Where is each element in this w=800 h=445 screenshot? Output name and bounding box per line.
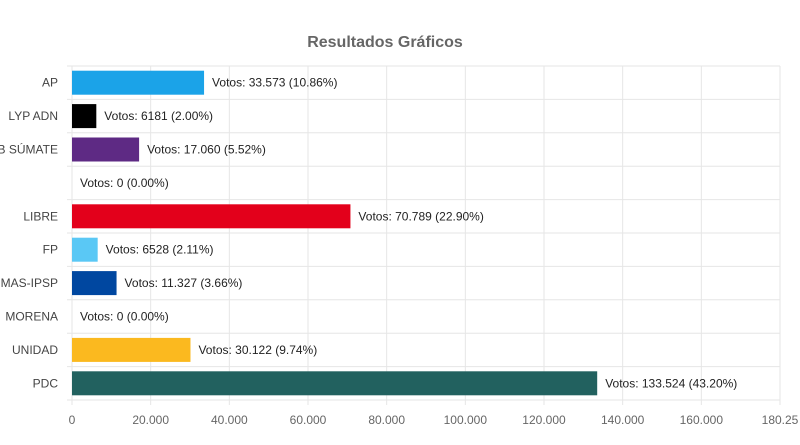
category-label: MORENA <box>5 310 58 324</box>
category-label: AP <box>42 76 58 90</box>
chart-title: Resultados Gráficos <box>307 34 463 51</box>
category-label: UNIDAD <box>12 343 58 357</box>
x-tick-label: 60.000 <box>290 413 327 427</box>
data-label: Votos: 0 (0.00%) <box>80 310 169 324</box>
data-label: Votos: 17.060 (5.52%) <box>147 143 266 157</box>
x-tick-label: 100.000 <box>444 413 488 427</box>
bar[interactable] <box>72 70 205 95</box>
bar[interactable] <box>72 137 140 162</box>
bar[interactable] <box>72 237 98 262</box>
category-label: LIBRE <box>23 209 58 223</box>
x-tick-label: 160.000 <box>680 413 724 427</box>
data-label: Votos: 11.327 (3.66%) <box>125 276 243 290</box>
data-label: Votos: 30.122 (9.74%) <box>198 343 317 357</box>
bar[interactable] <box>72 337 191 362</box>
data-label: Votos: 6181 (2.00%) <box>104 109 213 123</box>
x-tick-label: 20.000 <box>132 413 169 427</box>
x-tick-label: 140.000 <box>601 413 645 427</box>
x-tick-label: 40.000 <box>211 413 248 427</box>
data-label: Votos: 133.524 (43.20%) <box>605 376 737 390</box>
x-tick-label: 80.000 <box>368 413 405 427</box>
category-label: MAS-IPSP <box>1 276 58 290</box>
category-label: FP <box>43 243 58 257</box>
category-label: B SÚMATE <box>0 142 58 157</box>
bar[interactable] <box>72 371 598 396</box>
data-label: Votos: 70.789 (22.90%) <box>358 209 483 223</box>
x-tick-label: 0 <box>69 413 76 427</box>
bar[interactable] <box>72 104 97 129</box>
category-label: PDC <box>33 376 59 390</box>
data-label: Votos: 6528 (2.11%) <box>106 243 214 257</box>
bar[interactable] <box>72 271 117 296</box>
x-tick-label: 180.25 <box>762 413 799 427</box>
bar[interactable] <box>72 204 351 229</box>
x-tick-label: 120.000 <box>522 413 566 427</box>
data-label: Votos: 0 (0.00%) <box>80 176 169 190</box>
category-label: LYP ADN <box>8 109 58 123</box>
data-label: Votos: 33.573 (10.86%) <box>212 76 337 90</box>
